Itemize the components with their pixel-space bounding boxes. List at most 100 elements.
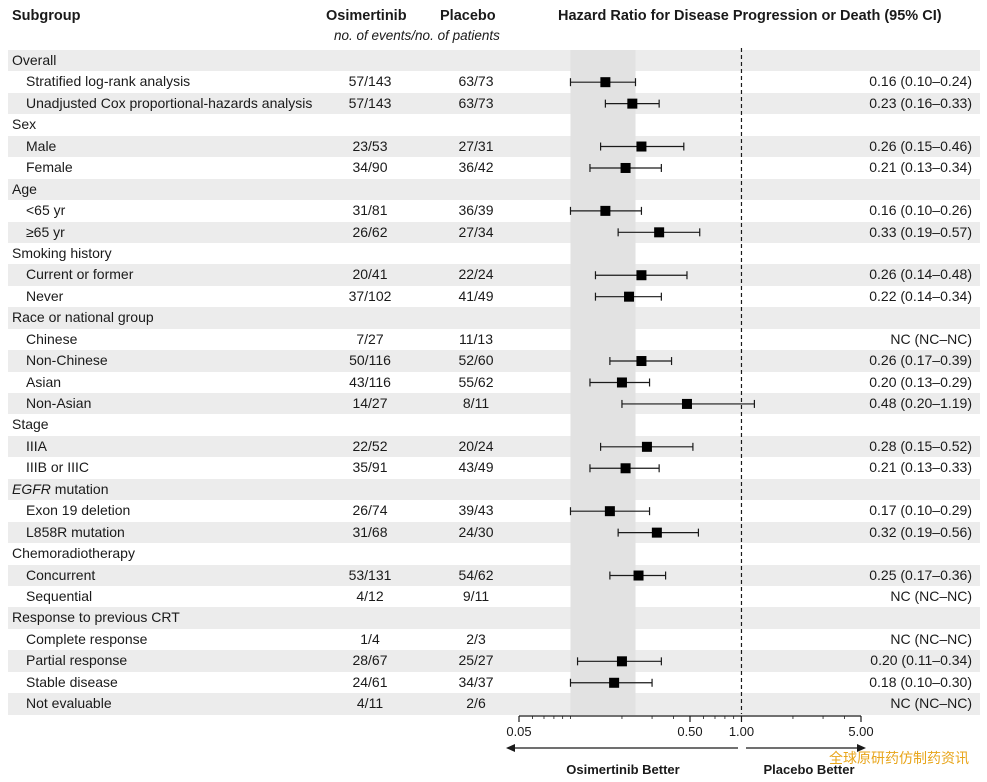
placebo-events: 54/62: [458, 566, 494, 583]
header-events-note: no. of events/no. of patients: [334, 28, 500, 43]
table-row: ≥65 yr 26/62 27/34 0.33 (0.19–0.57): [8, 221, 980, 243]
osimertinib-events: 53/131: [348, 566, 392, 583]
osimertinib-events: 4/11: [356, 695, 384, 712]
header-subgroup: Subgroup: [12, 8, 81, 24]
hazard-ratio-value: 0.32 (0.19–0.56): [869, 523, 972, 540]
placebo-events: 36/39: [458, 202, 494, 219]
table-row: Partial response 28/67 25/27 0.20 (0.11–0.3…: [8, 650, 980, 672]
placebo-events: 34/37: [458, 673, 494, 690]
watermark: 全球原研药仿制药资讯: [829, 750, 969, 766]
subgroup-label: Sequential: [26, 587, 93, 604]
hazard-ratio-value: 0.26 (0.15–0.46): [869, 137, 972, 154]
tick-label: 5.00: [848, 724, 873, 739]
osimertinib-events: 24/61: [352, 673, 388, 690]
subgroup-label: IIIA: [26, 437, 48, 454]
table-row: Asian 43/116 55/62 0.20 (0.13–0.29): [8, 372, 980, 393]
osimertinib-events: 1/4: [360, 630, 380, 647]
table-row: Current or former 20/41 22/24 0.26 (0.14–0.…: [8, 264, 980, 286]
forest-table: Overall Stratified log-rank analysis 57/14…: [8, 50, 980, 715]
subgroup-label: Non-Asian: [26, 395, 92, 411]
hazard-ratio-value: 0.26 (0.14–0.48): [869, 266, 972, 283]
placebo-events: 9/11: [462, 587, 490, 604]
subgroup-label: Asian: [26, 373, 62, 390]
subgroup-label: L858R mutation: [26, 523, 125, 540]
table-row: IIIB or IIIC 35/91 43/49 0.21 (0.13–0.33): [8, 457, 980, 478]
table-row: Non-Asian 14/27 8/11 0.48 (0.20–1.19): [8, 393, 980, 415]
osimertinib-events: 22/52: [352, 437, 388, 454]
osimertinib-events: 28/67: [352, 652, 388, 669]
tick-label: 0.50: [677, 724, 702, 739]
group-row: EGFR mutation: [8, 478, 980, 501]
left-arrow-head: [506, 744, 515, 752]
subgroup-label: Concurrent: [26, 566, 96, 583]
hazard-ratio-value: 0.18 (0.10–0.30): [869, 673, 972, 690]
hazard-ratio-value: 0.21 (0.13–0.34): [869, 159, 972, 176]
hazard-ratio-value: 0.20 (0.13–0.29): [869, 373, 972, 390]
subgroup-label: <65 yr: [26, 202, 66, 219]
table-row: Non-Chinese 50/116 52/60 0.26 (0.17–0.39): [8, 350, 980, 372]
group-row: Smoking history: [8, 243, 980, 264]
subgroup-label: Chinese: [26, 330, 78, 347]
table-row: Unadjusted Cox proportional-hazards anal…: [8, 92, 980, 115]
group-label: Smoking history: [12, 244, 112, 261]
placebo-events: 2/3: [466, 630, 486, 647]
table-row: Stable disease 24/61 34/37 0.18 (0.10–0.30): [8, 672, 980, 693]
table-row: Concurrent 53/131 54/62 0.25 (0.17–0.36): [8, 564, 980, 586]
group-row: Sex: [8, 114, 980, 135]
placebo-events: 8/11: [462, 395, 490, 411]
subgroup-label: Female: [26, 159, 73, 176]
subgroup-label: Stable disease: [26, 673, 118, 690]
placebo-events: 41/49: [458, 287, 494, 304]
osimertinib-events: 50/116: [349, 352, 391, 369]
group-row: Race or national group: [8, 307, 980, 329]
osimertinib-events: 43/116: [349, 373, 391, 390]
subgroup-label: Partial response: [26, 652, 128, 669]
placebo-events: 63/73: [458, 73, 494, 90]
placebo-events: 63/73: [458, 94, 494, 111]
osimertinib-events: 7/27: [356, 330, 384, 347]
placebo-events: 39/43: [458, 502, 494, 519]
osimertinib-events: 14/27: [352, 395, 388, 411]
osimertinib-better-label: Osimertinib Better: [566, 762, 679, 777]
table-row: Male 23/53 27/31 0.26 (0.15–0.46): [8, 135, 980, 158]
subgroup-label: Never: [26, 287, 64, 304]
hazard-ratio-value: NC (NC–NC): [890, 330, 972, 347]
osimertinib-events: 20/41: [352, 266, 388, 283]
osimertinib-events: 34/90: [352, 159, 388, 176]
osimertinib-events: 57/143: [348, 94, 392, 111]
hazard-ratio-value: 0.26 (0.17–0.39): [869, 352, 972, 369]
placebo-events: 22/24: [458, 266, 494, 283]
hazard-ratio-value: 0.21 (0.13–0.33): [869, 459, 972, 476]
table-row: IIIA 22/52 20/24 0.28 (0.15–0.52): [8, 435, 980, 458]
group-row: Stage: [8, 414, 980, 435]
placebo-events: 2/6: [466, 695, 486, 712]
group-row: Response to previous CRT: [8, 607, 980, 629]
group-label: Overall: [12, 52, 57, 68]
subgroup-label: Exon 19 deletion: [26, 502, 131, 519]
placebo-events: 27/31: [458, 137, 494, 154]
subgroup-label: Complete response: [26, 630, 148, 647]
group-label: Age: [12, 180, 37, 197]
header-placebo: Placebo: [440, 8, 496, 24]
placebo-events: 27/34: [458, 223, 494, 240]
table-row: Female 34/90 36/42 0.21 (0.13–0.34): [8, 157, 980, 178]
tick-label: 1.00: [729, 724, 754, 739]
hazard-ratio-value: 0.20 (0.11–0.34): [870, 652, 972, 669]
group-label: Chemoradiotherapy: [12, 545, 135, 562]
hazard-ratio-value: NC (NC–NC): [890, 587, 972, 604]
placebo-events: 25/27: [458, 652, 494, 669]
subgroup-label: Current or former: [26, 266, 134, 283]
hazard-ratio-value: NC (NC–NC): [890, 695, 972, 712]
table-row: Exon 19 deletion 26/74 39/43 0.17 (0.10–0.2…: [8, 500, 980, 521]
hazard-ratio-value: 0.16 (0.10–0.26): [869, 202, 972, 219]
hazard-ratio-value: 0.48 (0.20–1.19): [869, 395, 972, 411]
osimertinib-events: 57/143: [348, 73, 392, 90]
subgroup-label: Not evaluable: [26, 695, 112, 712]
table-row: Complete response 1/4 2/3 NC (NC–NC): [8, 629, 980, 650]
table-row: L858R mutation 31/68 24/30 0.32 (0.19–0.56): [8, 521, 980, 544]
placebo-events: 52/60: [458, 352, 494, 369]
hazard-ratio-value: 0.33 (0.19–0.57): [869, 223, 972, 240]
osimertinib-events: 23/53: [352, 137, 388, 154]
hazard-ratio-value: 0.25 (0.17–0.36): [869, 566, 972, 583]
